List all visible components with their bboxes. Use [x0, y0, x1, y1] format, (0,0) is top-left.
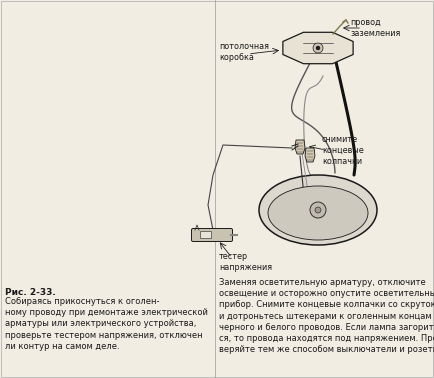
- Text: Собираясь прикоснуться к оголен-
ному проводу при демонтаже электрической
армату: Собираясь прикоснуться к оголен- ному пр…: [5, 297, 208, 351]
- Ellipse shape: [268, 186, 368, 240]
- Polygon shape: [295, 140, 305, 154]
- FancyBboxPatch shape: [191, 228, 233, 242]
- Text: тестер
напряжения: тестер напряжения: [219, 252, 272, 272]
- Circle shape: [315, 207, 321, 213]
- Circle shape: [313, 43, 323, 53]
- Polygon shape: [305, 148, 315, 162]
- Text: потолочная
коробка: потолочная коробка: [219, 42, 269, 62]
- Circle shape: [310, 202, 326, 218]
- FancyBboxPatch shape: [201, 231, 211, 239]
- Ellipse shape: [259, 175, 377, 245]
- Polygon shape: [283, 32, 353, 64]
- Text: Рис. 2-33.: Рис. 2-33.: [5, 288, 56, 297]
- Text: Заменяя осветительную арматуру, отключите
освещение и осторожно опустите осветит: Заменяя осветительную арматуру, отключит…: [219, 278, 434, 355]
- Text: снимите
концевые
колпачки: снимите концевые колпачки: [322, 135, 364, 166]
- Text: провод
заземления: провод заземления: [350, 18, 401, 38]
- Circle shape: [316, 46, 320, 50]
